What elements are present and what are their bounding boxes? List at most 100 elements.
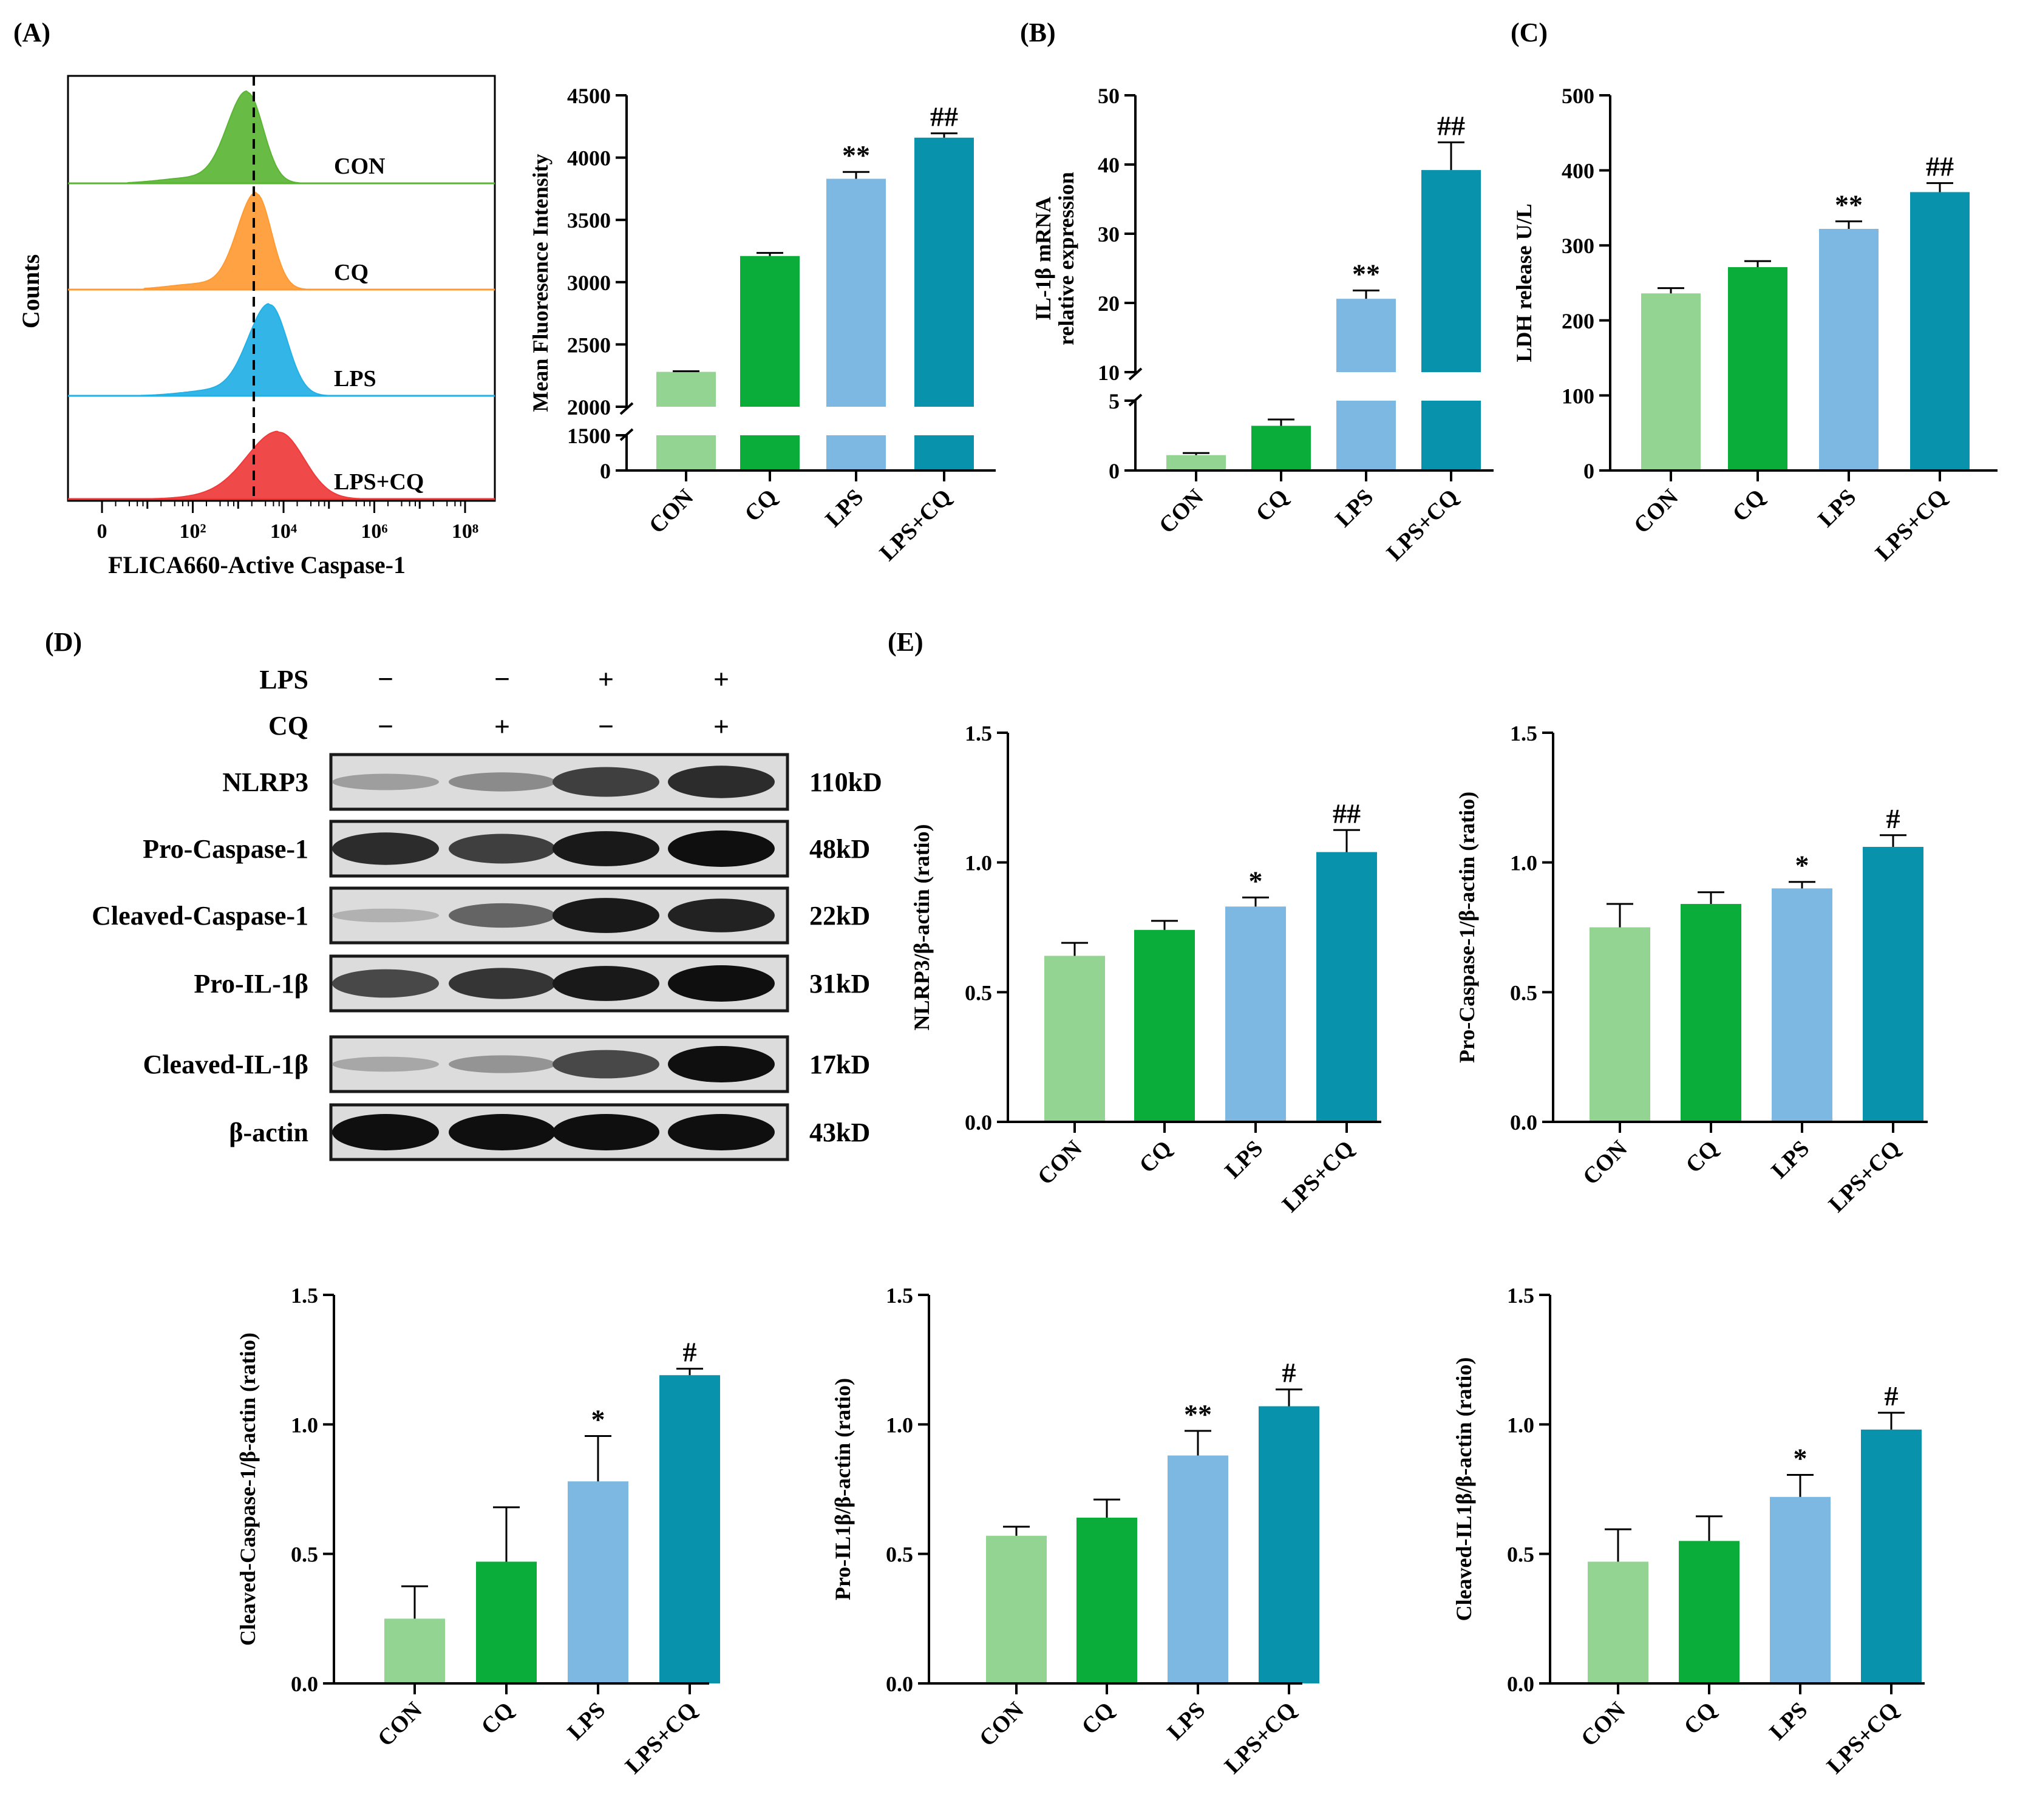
x-tick-label: CQ xyxy=(740,484,782,527)
bar-lower-segment xyxy=(656,435,716,470)
blot-band xyxy=(449,1114,556,1150)
x-tick-label: LPS+CQ xyxy=(1220,1697,1302,1779)
x-tick-label: LPS xyxy=(1162,1697,1210,1745)
blot-band xyxy=(332,1056,439,1072)
flow-y-label: Counts xyxy=(17,254,44,328)
x-tick-label: CON xyxy=(974,1697,1029,1751)
significance-mark: # xyxy=(1282,1357,1296,1388)
y-tick-label: 1.0 xyxy=(1507,1413,1534,1437)
blot-protein-label: Cleaved-IL-1β xyxy=(143,1050,309,1079)
y-tick-label: 4000 xyxy=(567,146,611,171)
significance-mark: ** xyxy=(842,140,870,171)
bar xyxy=(914,137,974,407)
blot-kd-label: 31kD xyxy=(809,969,870,999)
y-tick-label: 20 xyxy=(1098,291,1120,316)
y-tick-label: 0.5 xyxy=(1510,980,1537,1005)
significance-mark: ** xyxy=(1352,258,1380,289)
panel-label-d: (D) xyxy=(45,627,82,657)
x-tick-label: LPS+CQ xyxy=(1871,484,1953,566)
flow-frame xyxy=(67,75,496,502)
bar-lower-segment xyxy=(826,435,886,470)
x-tick-label: CQ xyxy=(1679,1697,1721,1740)
y-tick-label: 3000 xyxy=(567,271,611,295)
flow-histogram-panel: Counts FLICA660-Active Caspase-1 CON CQ LP… xyxy=(17,75,496,579)
flow-histogram xyxy=(68,430,495,500)
x-tick-label: LPS xyxy=(820,484,868,532)
significance-mark: # xyxy=(683,1337,697,1368)
significance-mark: # xyxy=(1885,1380,1899,1411)
significance-mark: * xyxy=(1795,850,1809,881)
bar xyxy=(1225,906,1286,1122)
bar xyxy=(740,256,800,407)
x-tick-label: CQ xyxy=(1134,1136,1177,1178)
blot-band xyxy=(668,1046,775,1082)
cq-row-label: CQ xyxy=(268,711,308,741)
procasp-chart: * #0.0 0.5 1.0 1.5 CON CQ LPS LPS+CQ Pro-Caspase-… xyxy=(1455,721,1928,1217)
x-tick-label: LPS xyxy=(1766,1136,1814,1184)
y-tick-label: 4500 xyxy=(567,84,611,108)
bar xyxy=(384,1618,445,1683)
il1b-chart: ** ## 0 5 10 20 30 40 50 CON CQ LPS LPS+CQ IL-1β mRNA… xyxy=(1031,84,1494,566)
clcasp-chart: * #0.0 0.5 1.0 1.5 CON CQ LPS LPS+CQ Cleaved-Casp… xyxy=(236,1283,720,1779)
y-tick-label: 1.5 xyxy=(886,1283,913,1308)
flow-histogram xyxy=(68,191,495,290)
y-tick-label: 2000 xyxy=(567,395,611,419)
bar xyxy=(1819,229,1879,470)
axis-break-mark xyxy=(619,402,634,415)
lps-sign: − xyxy=(378,664,393,694)
x-tick-label: LPS+CQ xyxy=(1382,484,1464,566)
significance-mark: ** xyxy=(1835,189,1863,220)
bar xyxy=(986,1535,1047,1683)
bar xyxy=(1421,170,1481,372)
blot-protein-label: NLRP3 xyxy=(222,767,308,797)
proil-chart: ** #0.0 0.5 1.0 1.5 CON CQ LPS LPS+CQ Pro-IL1β/β-… xyxy=(831,1283,1319,1779)
x-tick-label: LPS+CQ xyxy=(1824,1136,1906,1218)
significance-mark: ## xyxy=(1437,110,1465,141)
ldh-chart: ** ## 0 100 200 300 400 500 CON CQ LPS LPS+CQ LDH re… xyxy=(1512,84,1998,566)
bar xyxy=(476,1561,537,1683)
clil-chart: * #0.0 0.5 1.0 1.5 CON CQ LPS LPS+CQ Cleaved-IL1β… xyxy=(1452,1283,1925,1779)
y-tick-label: 3500 xyxy=(567,208,611,233)
significance-mark: ## xyxy=(930,101,958,132)
bar-lower-segment xyxy=(914,435,974,470)
y-tick-label: 0.0 xyxy=(886,1672,913,1696)
y-tick-label: 5 xyxy=(1109,389,1120,413)
bar xyxy=(1168,1455,1228,1683)
y-axis-label: Cleaved-IL1β/β-actin (ratio) xyxy=(1452,1357,1476,1621)
y-tick-label: 0.0 xyxy=(965,1110,992,1135)
flow-track-label: CON xyxy=(334,154,385,179)
significance-mark: * xyxy=(1794,1443,1807,1474)
x-tick-label: CON xyxy=(1629,484,1683,538)
flow-histogram xyxy=(68,303,495,396)
blot-band xyxy=(449,903,556,928)
y-tick-label: 0.5 xyxy=(1507,1543,1534,1567)
blot-band xyxy=(553,831,659,866)
nlrp3-chart: * ## 0.0 0.5 1.0 1.5 CON CQ LPS LPS+CQ NLRP3/β-act… xyxy=(910,721,1381,1217)
blot-kd-label: 22kD xyxy=(809,901,870,931)
blot-kd-label: 43kD xyxy=(809,1118,870,1147)
y-tick-label: 1.5 xyxy=(965,721,992,745)
x-tick-label: CON xyxy=(644,484,698,538)
bar xyxy=(1134,929,1195,1122)
y-tick-label: 0.0 xyxy=(1510,1110,1537,1135)
flow-x-tick-label: 0 xyxy=(97,520,107,543)
mfi-chart: ** ## 0 1500 2000 2500 3000 3500 4000 4500 CON CQ LP… xyxy=(528,84,996,566)
western-blot-panel: LPS CQ − − + + − + − + NLRP3 110kD Pro-Caspase-1 4… xyxy=(92,664,882,1161)
blot-band xyxy=(668,1114,775,1150)
y-tick-label: 1.5 xyxy=(1507,1283,1534,1308)
y-tick-label: 2500 xyxy=(567,333,611,357)
blot-band xyxy=(332,908,439,923)
blot-band xyxy=(553,1114,659,1150)
bar-lower-segment xyxy=(1251,426,1311,470)
x-tick-label: CQ xyxy=(476,1697,519,1740)
y-tick-label: 0.5 xyxy=(965,980,992,1005)
x-tick-label: LPS+CQ xyxy=(1277,1136,1359,1218)
blot-kd-label: 48kD xyxy=(809,834,870,864)
bar-lower-segment xyxy=(1421,401,1481,470)
significance-mark: * xyxy=(591,1404,605,1435)
x-tick-label: CQ xyxy=(1727,484,1770,527)
y-axis-label: NLRP3/β-actin (ratio) xyxy=(910,824,934,1031)
blot-protein-label: Cleaved-Caspase-1 xyxy=(92,901,308,931)
blot-band xyxy=(449,772,556,792)
flow-x-tick-label: 10² xyxy=(179,520,206,543)
